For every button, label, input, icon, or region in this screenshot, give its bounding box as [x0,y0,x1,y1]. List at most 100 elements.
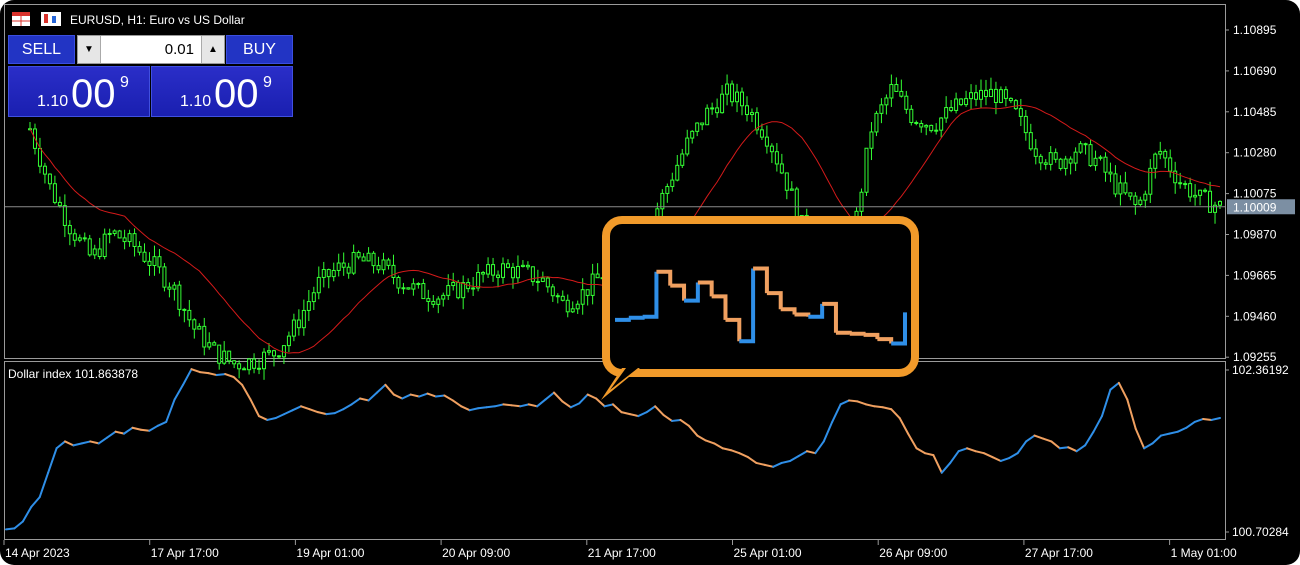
candle-body [550,286,555,297]
candle-body [904,95,909,110]
candle-body [1028,132,1033,150]
dollar-index-segment [485,405,496,409]
candle-body [177,284,182,310]
candle-body [1088,144,1093,167]
dollar-index-segment [114,430,126,435]
candle-body [1123,182,1128,194]
candle-body [491,264,496,276]
candle-body [306,301,311,311]
lot-size-input[interactable]: 0.01 [164,41,194,58]
candle-body [909,108,914,124]
dollar-index-segment [342,403,353,411]
candle-body [1043,162,1048,165]
candle-body [660,192,665,210]
lot-increase-button[interactable]: ▲ [201,36,224,63]
dollar-index-segment [350,397,362,406]
sell-button[interactable]: SELL [8,35,75,64]
callout-segment [739,268,756,344]
price-tick-label: 1.09460 [1233,309,1277,323]
candle-body [1018,108,1023,117]
candle-body [57,201,62,207]
candle-body [1138,199,1143,205]
candle-body [371,252,376,267]
candle-body [789,188,794,191]
lot-decrease-button[interactable]: ▼ [78,36,101,63]
candle-body [52,183,57,203]
callout-segment [753,266,769,294]
candle-body [1083,143,1088,146]
candle-body [376,265,381,271]
dollar-index-segment [1134,427,1146,450]
dollar-index-segment [527,403,539,408]
dollar-index-segment [654,405,665,417]
candle-body [1023,115,1028,134]
candle-body [247,358,252,371]
chart-grid-icon[interactable] [12,12,30,26]
dollar-index-segment [148,424,159,432]
candle-body [222,350,227,364]
buy-price-points: 9 [263,74,272,91]
dollar-index-segment [966,447,977,453]
candle-body [286,335,291,347]
candle-body [749,112,754,116]
candle-body [77,237,82,241]
triangle-up-icon: ▲ [208,44,218,55]
candle-body [252,358,257,369]
candle-body [894,84,899,92]
candle-body [381,259,386,271]
candle-body [396,277,401,289]
buy-price-button[interactable]: 1.10 00 9 [151,66,293,117]
dollar-index-segment [232,375,244,386]
callout-segment [670,283,687,301]
candle-body [705,107,710,126]
candle-body [1113,173,1118,195]
candle-body [187,309,192,321]
candle-body [675,164,680,181]
candlestick-icon[interactable] [41,12,61,26]
price-tick-label: 1.10280 [1233,146,1277,160]
candle-body [754,112,759,131]
callout-segment [891,312,907,346]
dollar-index-segment [106,430,117,439]
buy-button[interactable]: BUY [226,35,293,64]
price-tick-label: 1.09255 [1233,350,1277,364]
candle-body [944,107,949,119]
candle-body [421,283,426,300]
callout-frame [602,216,919,377]
dollar-index-segment [224,373,235,378]
dollar-index-segment [544,391,555,401]
candle-body [336,262,341,271]
candle-body [107,232,112,235]
lot-size-stepper[interactable]: ▼ 0.01 ▲ [77,35,225,64]
candle-body [217,344,222,364]
dollar-index-segment [1151,434,1162,445]
dollar-index-segment [1117,381,1129,401]
dollar-index-segment [569,402,581,409]
callout-segment [849,331,866,336]
candle-body [1128,192,1133,197]
dollar-index-segment [755,461,766,466]
callout-pointer-inner [610,368,638,390]
candle-body [471,287,476,290]
candle-body [426,298,431,302]
callout-segment [822,301,838,333]
candle-body [1143,193,1148,201]
dollar-index-segment [131,426,142,431]
dollar-index-segment [982,452,994,459]
dollar-index-segment [1025,434,1036,443]
candle-body [710,107,715,110]
dollar-index-segment [1168,430,1179,435]
sell-price-button[interactable]: 1.10 00 9 [8,66,150,117]
dollar-index-segment [932,454,943,474]
candle-body [147,260,152,267]
candle-body [969,92,974,100]
candle-body [1213,204,1218,213]
candle-body [237,363,242,370]
time-tick-label: 21 Apr 17:00 [588,546,656,560]
candle-body [486,264,491,275]
candle-body [271,350,276,357]
candle-body [67,224,72,235]
dollar-index-segment [392,393,404,400]
candle-body [560,295,565,301]
dollar-index-segment [519,403,530,408]
